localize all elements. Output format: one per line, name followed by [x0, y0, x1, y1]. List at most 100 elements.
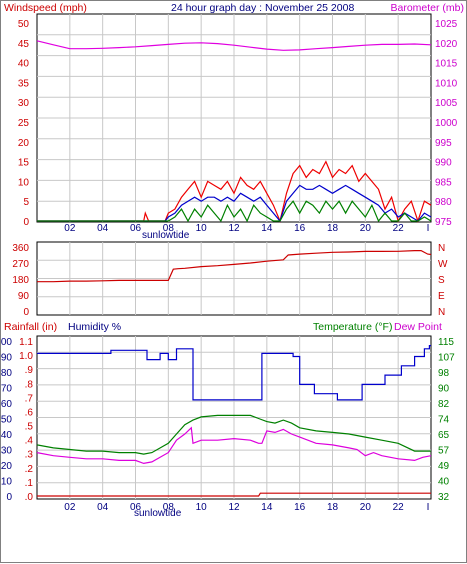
- compass-point-label: E: [438, 291, 445, 302]
- wind-gust-line: [37, 160, 432, 223]
- x-tick-label: 18: [327, 223, 339, 234]
- direction-degree-tick: 270: [12, 259, 29, 270]
- barometer-tick-label: 975: [435, 217, 452, 228]
- humidity-tick-label: 0: [6, 492, 12, 503]
- rainfall-axis-label: Rainfall (in): [4, 321, 57, 333]
- humidity-tick-label: 60: [1, 399, 12, 410]
- rainfall-tick-label: .6: [25, 407, 34, 418]
- humidity-tick-label: 30: [1, 446, 12, 457]
- rainfall-line: [37, 492, 431, 497]
- windspeed-tick-label: 20: [18, 138, 30, 149]
- windspeed-tick-label: 45: [18, 39, 30, 50]
- barometer-tick-label: 995: [435, 138, 452, 149]
- x-tick-label: I: [427, 223, 430, 234]
- dew-point-line: [36, 426, 432, 465]
- windspeed-tick-label: 5: [23, 197, 29, 208]
- humidity-y-tick-labels: 0 10 20 30 40 50 60 70 80 90 100: [1, 337, 12, 503]
- temperature-tick-label: 57: [438, 446, 450, 457]
- rainfall-tick-label: 1.1: [19, 337, 33, 348]
- barometer-tick-label: 1025: [435, 19, 458, 30]
- wind-y-tick-labels: 0 5 10 15 20 25 30 35 40 45 50: [18, 19, 30, 228]
- humidity-tick-label: 70: [1, 384, 12, 395]
- sun-low-tide-label-bottom: sunlowtide: [134, 508, 182, 519]
- x-tick-label: 12: [228, 223, 240, 234]
- tide-label: tide: [173, 230, 190, 241]
- direction-series: [37, 250, 432, 283]
- rainfall-tick-label: .2: [25, 464, 34, 475]
- rainfall-tick-label: .0: [25, 492, 34, 503]
- barometer-y-tick-labels: 975 980 985 990 995 1000 1005 1010 1015 1020 1025: [435, 19, 458, 228]
- temperature-tick-label: 98: [438, 368, 450, 379]
- temperature-tick-label: 107: [438, 353, 455, 364]
- humidity-tick-label: 20: [1, 461, 12, 472]
- rainfall-tick-label: .1: [25, 478, 34, 489]
- temperature-tick-label: 74: [438, 415, 450, 426]
- windspeed-tick-label: 30: [18, 98, 30, 109]
- barometer-tick-label: 1005: [435, 98, 458, 109]
- rainfall-tick-label: 1.0: [19, 351, 33, 362]
- temperature-grid: [37, 336, 431, 499]
- x-tick-label: 20: [360, 502, 372, 513]
- x-tick-label: 10: [196, 223, 208, 234]
- temperature-series: [36, 345, 432, 497]
- humidity-axis-label: Humidity %: [68, 321, 121, 333]
- wind-low-line: [37, 200, 432, 223]
- x-tick-label: 20: [360, 223, 372, 234]
- chart-title: 24 hour graph day : November 25 2008: [171, 2, 354, 14]
- sun-label: sun: [142, 230, 158, 241]
- windspeed-tick-label: 35: [18, 78, 30, 89]
- temperature-axis-label: Temperature (°F): [313, 321, 392, 333]
- x-tick-label: 04: [97, 502, 109, 513]
- x-tick-label: 04: [97, 223, 109, 234]
- temperature-tick-label: 115: [438, 337, 454, 348]
- x-tick-label: 10: [196, 502, 208, 513]
- temperature-tick-label: 32: [438, 492, 450, 503]
- x-tick-label: 02: [64, 223, 76, 234]
- dew-point-axis-label: Dew Point: [394, 321, 442, 333]
- x-tick-label: 08: [163, 502, 175, 513]
- temperature-tick-label: 82: [438, 399, 450, 410]
- direction-degree-tick: 0: [23, 307, 29, 318]
- compass-point-label: N: [438, 243, 445, 254]
- rainfall-tick-label: .8: [25, 379, 34, 390]
- windspeed-tick-label: 0: [23, 217, 29, 228]
- x-tick-label: I: [427, 502, 430, 513]
- x-tick-label: 08: [163, 223, 175, 234]
- windspeed-tick-label: 40: [18, 59, 30, 70]
- humidity-tick-label: 40: [1, 430, 12, 441]
- humidity-tick-label: 80: [1, 368, 12, 379]
- barometer-tick-label: 1015: [435, 59, 458, 70]
- rainfall-tick-label: .5: [25, 422, 34, 433]
- x-tick-label: 18: [327, 502, 339, 513]
- direction-degree-tick: 180: [12, 275, 29, 286]
- barometer-line: [36, 40, 432, 51]
- rainfall-tick-label: .4: [25, 436, 34, 447]
- sun-low-tide-label-top: sunlowtide: [142, 230, 190, 241]
- direction-degree-labels: 0 90 180 270 360: [12, 243, 29, 318]
- temperature-x-tick-labels: 02 04 06 08 10 12 14 16 18 20 22 I: [64, 502, 429, 513]
- barometer-tick-label: 1010: [435, 78, 458, 89]
- low-label: low: [158, 230, 174, 241]
- compass-point-label: N: [438, 307, 445, 318]
- humidity-tick-label: 90: [1, 353, 12, 364]
- direction-grid: [37, 242, 431, 315]
- rainfall-tick-label: .7: [25, 393, 34, 404]
- humidity-tick-label: 50: [1, 415, 12, 426]
- temperature-line: [36, 414, 431, 455]
- x-tick-label: 22: [393, 502, 405, 513]
- barometer-tick-label: 980: [435, 197, 452, 208]
- barometer-tick-label: 1000: [435, 118, 458, 129]
- barometer-tick-label: 985: [435, 177, 452, 188]
- rainfall-tick-label: .9: [25, 365, 34, 376]
- temperature-tick-label: 40: [438, 477, 450, 488]
- temperature-tick-label: 90: [438, 384, 450, 395]
- windspeed-tick-label: 50: [18, 19, 30, 30]
- wind-x-tick-labels: 02 04 06 08 10 12 14 16 18 20 22 I: [64, 223, 429, 234]
- humidity-line: [37, 345, 431, 401]
- temperature-tick-label: 49: [438, 461, 450, 472]
- x-tick-label: 16: [294, 223, 306, 234]
- x-tick-label: 14: [261, 502, 273, 513]
